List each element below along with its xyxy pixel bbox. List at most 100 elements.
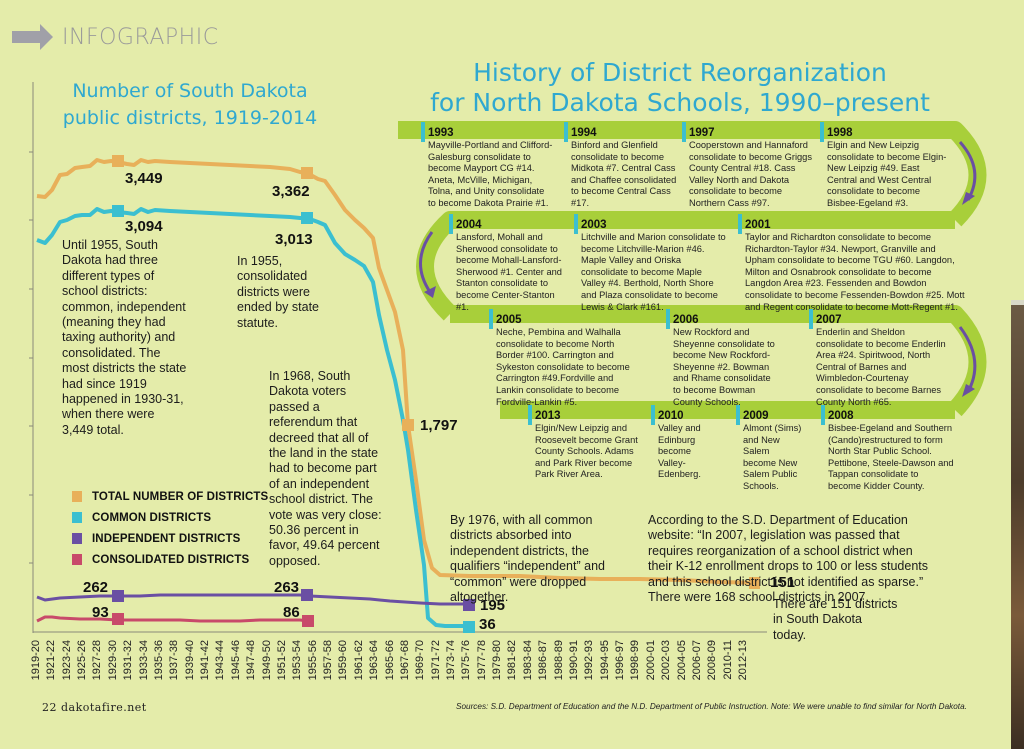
chart-legend: TOTAL NUMBER OF DISTRICTS COMMON DISTRIC…: [72, 486, 268, 570]
x-axis-label: 1965-66: [383, 640, 396, 681]
timeline-year-marker: [421, 122, 425, 142]
note-in-1955: In 1955, consolidated districts were end…: [237, 254, 320, 330]
timeline-description: New Rockford and Sheyenne consolidate to…: [673, 327, 775, 407]
x-axis-label: 1949-50: [260, 640, 273, 681]
x-axis-label: 2008-09: [706, 640, 719, 681]
timeline-year-marker: [666, 309, 670, 329]
timeline-year-marker: [528, 405, 532, 425]
callout-total-1968: 1,797: [420, 417, 458, 434]
timeline-description: Lansford, Mohall and Sherwood consolidat…: [456, 232, 562, 312]
timeline-entry-2009: 2009 Almont (Sims) and New Salem become N…: [736, 405, 804, 493]
timeline-entry-1994: 1994 Binford and Glenfield consolidate to…: [564, 122, 677, 210]
timeline-description: Cooperstown and Hannaford consolidate to…: [689, 140, 812, 208]
x-axis-label: 1939-40: [183, 640, 196, 681]
timeline-description: Elgin/New Leipzig and Roosevelt become G…: [535, 423, 638, 480]
timeline-title-line2: for North Dakota Schools, 1990–present: [430, 88, 930, 117]
timeline-year: 1993: [428, 127, 454, 139]
x-axis-label: 1963-64: [368, 640, 381, 681]
x-axis-label: 1967-68: [398, 640, 411, 681]
timeline-year: 1997: [689, 127, 715, 139]
x-axis-label: 1986-87: [537, 640, 550, 681]
note-by-1976: By 1976, with all common districts absor…: [450, 513, 605, 605]
page-footer: 22 dakotafire.net: [42, 701, 147, 714]
x-axis-label: 1979-80: [491, 640, 504, 681]
x-axis-label: 1969-70: [414, 640, 427, 681]
timeline-year: 1998: [827, 127, 853, 139]
marker-consolidated-1955: [302, 615, 314, 627]
timeline-year: 2008: [828, 410, 854, 422]
timeline-title-line1: History of District Reorganization: [473, 58, 887, 87]
x-axis-label: 1937-38: [168, 640, 181, 681]
x-axis-label: 1992-93: [583, 640, 596, 681]
legend-swatch-consolidated: [72, 554, 82, 565]
timeline-description: Valley and Edinburg become Valley-Edenbe…: [658, 423, 701, 480]
timeline-year: 2003: [581, 219, 607, 231]
timeline-year-marker: [809, 309, 813, 329]
timeline-entry-2004: 2004 Lansford, Mohall and Sherwood consol…: [449, 214, 570, 313]
timeline-turn-arrows: [419, 141, 977, 397]
legend-swatch-independent: [72, 533, 82, 544]
timeline-entry-2001: 2001 Taylor and Richardton consolidate to…: [738, 214, 966, 313]
timeline-entry-2003: 2003 Litchville and Marion consolidate to…: [574, 214, 727, 313]
timeline-description: Litchville and Marion consolidate to bec…: [581, 232, 726, 312]
series-common-line: [36, 207, 470, 628]
timeline-description: Mayville-Portland and Clifford-Galesburg…: [428, 140, 553, 208]
x-axis-label: 1943-44: [214, 640, 227, 681]
x-axis-label: 1988-89: [552, 640, 565, 681]
timeline-entry-2013: 2013 Elgin/New Leipzig and Roosevelt beco…: [528, 405, 649, 481]
x-axis-label: 1981-82: [506, 640, 519, 681]
legend-item-consolidated: CONSOLIDATED DISTRICTS: [72, 549, 268, 570]
x-axis-label: 1933-34: [137, 640, 150, 681]
marker-independent-1976: [463, 599, 475, 611]
x-axis-label: 2000-01: [644, 640, 657, 681]
callout-common-1976: 36: [479, 616, 496, 633]
marker-total-1968: [402, 419, 414, 431]
marker-independent-1930: [112, 590, 124, 602]
x-axis-label: 2002-03: [660, 640, 673, 681]
timeline-description: Taylor and Richardton consolidate to bec…: [745, 232, 965, 312]
marker-common-1930: [112, 205, 124, 217]
legend-label-total: TOTAL NUMBER OF DISTRICTS: [92, 490, 269, 503]
x-axis-label: 1977-78: [475, 640, 488, 681]
legend-swatch-common: [72, 512, 82, 523]
marker-total-today: [749, 577, 760, 589]
timeline-year-marker: [574, 214, 578, 234]
x-axis-label: 1931-32: [122, 640, 135, 681]
x-axis-label: 1951-52: [275, 640, 288, 681]
timeline-entry-1997: 1997 Cooperstown and Hannaford consolidat…: [682, 122, 815, 210]
timeline-year: 2010: [658, 410, 684, 422]
x-axis-label: 1983-84: [521, 640, 534, 681]
x-axis-label: 1998-99: [629, 640, 642, 681]
x-axis-label: 1935-36: [152, 640, 165, 681]
arrow-turn-icon: [958, 326, 977, 393]
callout-total-peak: 3,449: [125, 170, 163, 187]
timeline-year: 2001: [745, 219, 771, 231]
callout-consolidated-1955: 86: [283, 604, 300, 621]
chart-axes: [29, 82, 767, 633]
x-axis-label: 1955-56: [306, 640, 319, 681]
x-axis-label: 1919-20: [30, 640, 42, 681]
callout-common-1955: 3,013: [275, 231, 313, 248]
timeline-year-marker: [738, 214, 742, 234]
timeline-year-marker: [449, 214, 453, 234]
timeline-entry-1998: 1998 Elgin and New Leipzig consolidate to…: [820, 122, 948, 210]
series-consolidated-line: [36, 615, 309, 623]
x-axis-label: 1927-28: [91, 640, 104, 681]
marker-total-1930: [112, 155, 124, 167]
x-axis-label: 1941-42: [199, 640, 212, 681]
kicker-label: INFOGRAPHIC: [62, 24, 219, 50]
timeline-description: Bisbee-Egeland and Southern (Cando)restr…: [828, 423, 954, 491]
timeline-track: [398, 121, 987, 419]
x-axis-label: 1961-62: [352, 640, 365, 681]
data-markers: [112, 155, 760, 633]
x-axis-label: 1929-30: [106, 640, 119, 681]
timeline-description: Binford and Glenfield consolidate to bec…: [571, 140, 677, 208]
timeline-entry-2006: 2006 New Rockford and Sheyenne consolidat…: [666, 309, 779, 408]
sd-chart-title: Number of South Dakota public districts,…: [40, 78, 340, 132]
x-axis-label: 1990-91: [567, 640, 580, 681]
timeline-year-marker: [651, 405, 655, 425]
timeline-entry-2008: 2008 Bisbee-Egeland and Southern (Cando)r…: [821, 405, 954, 493]
sources-note: Sources: S.D. Department of Education an…: [456, 702, 967, 711]
timeline-year: 1994: [571, 127, 597, 139]
